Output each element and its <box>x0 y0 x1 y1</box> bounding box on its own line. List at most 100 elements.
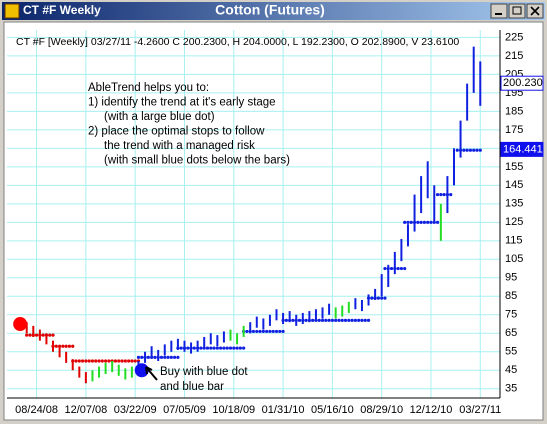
stop-dot <box>77 359 81 363</box>
y-tick-label: 175 <box>505 124 523 136</box>
stop-dot <box>215 346 219 350</box>
y-tick-label: 215 <box>505 50 523 62</box>
stop-dot <box>255 329 259 334</box>
stop-dot <box>406 220 410 224</box>
stop-dot <box>136 355 141 359</box>
stop-dot <box>426 220 430 224</box>
stop-dot <box>146 355 150 359</box>
stop-dot <box>51 333 55 337</box>
stop-dot <box>34 333 39 337</box>
stop-dot <box>209 346 213 350</box>
stop-dot <box>176 355 180 359</box>
stop-dot <box>222 346 226 350</box>
stop-dot <box>268 329 272 334</box>
stop-dot <box>337 318 341 322</box>
stop-dot <box>478 148 482 152</box>
stop-dot <box>61 344 65 348</box>
stop-dot <box>228 346 233 350</box>
stop-dot <box>41 333 45 337</box>
stop-dot <box>163 355 167 359</box>
stop-dot <box>317 318 321 322</box>
stop-dot <box>304 318 308 322</box>
price-box <box>500 75 544 91</box>
stop-dot <box>28 333 32 337</box>
y-tick-label: 115 <box>505 235 523 247</box>
annotation: Buy with blue dot <box>160 366 248 378</box>
annotation: (with a large blue dot) <box>104 111 215 123</box>
y-tick-label: 55 <box>505 346 517 358</box>
stop-dot <box>327 318 331 322</box>
y-tick-label: 145 <box>505 179 523 191</box>
stop-dot <box>297 318 302 322</box>
x-tick-label: 12/12/10 <box>410 404 453 416</box>
stop-dot <box>468 148 473 152</box>
x-tick-label: 08/24/08 <box>15 404 58 416</box>
annotation: and blue bar <box>160 381 224 393</box>
stop-dot <box>169 355 173 359</box>
stop-dot <box>271 329 275 334</box>
stop-dot <box>350 318 354 322</box>
stop-dot <box>173 355 177 359</box>
signal-dot <box>134 363 149 378</box>
stop-dot <box>439 192 443 197</box>
stop-dot <box>366 318 371 322</box>
stop-dot <box>334 318 338 322</box>
y-tick-label: 65 <box>505 327 517 339</box>
stop-dot <box>389 266 394 271</box>
stop-dot <box>94 359 98 363</box>
stop-dot <box>123 359 127 363</box>
stop-dot <box>48 333 52 337</box>
stop-dot <box>343 318 348 322</box>
x-tick-label: 03/22/09 <box>114 404 157 416</box>
stop-dot <box>225 346 229 350</box>
y-tick-label: 125 <box>505 216 523 228</box>
window-buttons <box>490 3 544 19</box>
stop-dot <box>153 355 157 359</box>
stop-dot <box>258 329 262 334</box>
stop-dot <box>455 148 459 152</box>
stop-dot <box>274 329 279 334</box>
y-tick-label: 105 <box>505 253 523 265</box>
stop-dot <box>166 355 170 359</box>
stop-dot <box>383 296 387 300</box>
close-icon <box>530 6 540 16</box>
stop-dot <box>416 220 420 224</box>
stop-dot <box>238 346 242 350</box>
stop-dot <box>232 346 236 350</box>
stop-dot <box>435 220 440 224</box>
x-tick-label: 01/31/10 <box>262 404 305 416</box>
stop-dot <box>399 266 403 271</box>
annotation: AbleTrend helps you to: <box>88 82 209 94</box>
stop-dot <box>84 359 88 363</box>
stop-dot <box>117 359 121 363</box>
stop-dot <box>242 346 246 350</box>
maximize-button[interactable] <box>508 3 526 19</box>
y-tick-label: 155 <box>505 161 523 173</box>
stop-dot <box>278 329 282 334</box>
y-tick-label: 85 <box>505 290 517 302</box>
y-tick-label: 35 <box>505 383 517 395</box>
stop-dot <box>419 220 423 224</box>
stop-dot <box>235 346 239 350</box>
x-tick-label: 03/27/11 <box>459 404 501 416</box>
stop-dot <box>311 318 315 322</box>
stop-dot <box>357 318 361 322</box>
minimize-button[interactable] <box>490 3 508 19</box>
stop-dot <box>465 148 469 152</box>
stop-dot <box>353 318 357 322</box>
annotation: the trend with a managed risk <box>104 140 255 152</box>
stop-dot <box>25 333 29 337</box>
stop-dot <box>475 148 479 152</box>
stop-dot <box>80 359 85 363</box>
stop-dot <box>376 296 380 300</box>
stop-dot <box>472 148 476 152</box>
stop-dot <box>205 346 210 350</box>
y-tick-label: 45 <box>505 364 517 376</box>
stop-dot <box>192 346 196 350</box>
y-tick-label: 185 <box>505 105 523 117</box>
x-tick-label: 05/16/10 <box>311 404 354 416</box>
stop-dot <box>449 192 453 197</box>
info-line: CT #F [Weekly] 03/27/11 -4.2600 C 200.23… <box>16 36 459 48</box>
stop-dot <box>100 359 104 363</box>
